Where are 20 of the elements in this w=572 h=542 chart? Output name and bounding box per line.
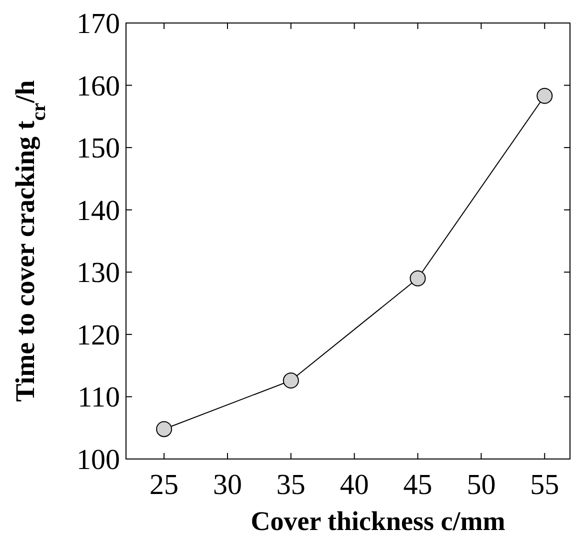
x-tick-label: 30: [212, 469, 242, 501]
y-tick-label: 110: [78, 382, 120, 414]
x-tick-label: 45: [403, 469, 432, 501]
x-axis-title: Cover thickness c/mm: [250, 506, 506, 536]
y-tick-label: 150: [76, 132, 120, 165]
point: [156, 421, 172, 438]
y-tick-label: 160: [76, 70, 120, 102]
x-tick-label: 25: [150, 469, 179, 501]
x-tick-label: 35: [276, 469, 306, 501]
point: [536, 88, 553, 104]
x-tick-label: 40: [340, 469, 369, 501]
x-tick-label: 50: [466, 469, 496, 501]
x-tick-label: 55: [530, 469, 560, 501]
y-tick-label: 100: [76, 444, 120, 476]
point: [410, 270, 426, 286]
y-tick-label: 140: [76, 194, 120, 227]
point: [282, 372, 299, 389]
y-tick-label: 120: [76, 319, 120, 352]
y-tick-label: 130: [76, 257, 120, 290]
y-tick-label: 170: [76, 8, 120, 40]
